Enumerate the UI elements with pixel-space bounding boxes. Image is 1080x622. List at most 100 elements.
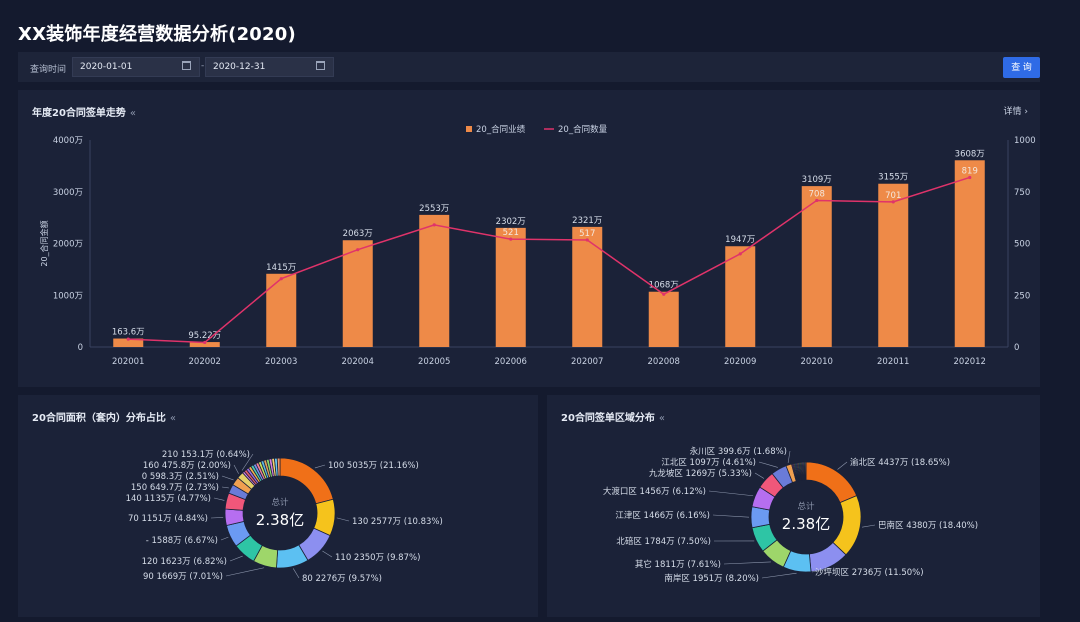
donut-slice-small: [276, 457, 281, 477]
bar-value-label: 2063万: [343, 229, 373, 239]
x-tick-label: 202002: [189, 357, 221, 367]
double-chevron-left-icon[interactable]: «: [169, 413, 177, 424]
donut-leader-line: [712, 514, 750, 518]
count-value-label: 517: [579, 229, 595, 239]
double-chevron-left-icon[interactable]: «: [129, 108, 137, 119]
donut-slice-label: 120 1623万 (6.82%): [142, 557, 227, 567]
bar: [801, 186, 832, 347]
region-panel: 20合同签单区域分布 « 渝北区 4437万 (18.65%) 巴南区 4380万 …: [547, 395, 1040, 617]
donut-leader-line: [225, 567, 265, 577]
bar: [495, 227, 526, 347]
donut-slice-label: - 1588万 (6.67%): [146, 536, 218, 546]
y-left-tick-label: 2000万: [53, 240, 83, 250]
donut-slice-label: 永川区 399.6万 (1.68%): [690, 446, 787, 457]
donut-slice-label: 巴南区 4380万 (18.40%): [878, 520, 978, 531]
bar: [725, 246, 756, 347]
count-point: [815, 198, 819, 203]
bar: [572, 226, 603, 347]
donut-leader-line: [708, 490, 754, 497]
date-range-label: 查询时间: [30, 65, 67, 75]
donut-slice: [279, 457, 334, 505]
donut-leader-line: [322, 550, 333, 558]
donut-leader-line: [723, 561, 771, 565]
donut-slice-label: 其它 1811万 (7.61%): [635, 559, 721, 570]
count-value-label: 701: [885, 191, 901, 201]
y-left-tick-label: 4000万: [53, 136, 83, 146]
x-tick-label: 202011: [877, 357, 909, 367]
bar-value-label: 1415万: [266, 263, 296, 273]
query-button[interactable]: 查 询: [1003, 57, 1040, 78]
count-value-label: 521: [503, 228, 519, 238]
area-panel: 20合同面积（套内）分布占比 « 100 5035万 (21.16%) 130 25…: [18, 395, 538, 617]
detail-link-label: 详情: [1003, 107, 1022, 117]
x-tick-label: 202012: [954, 357, 986, 367]
donut-leader-line: [336, 517, 350, 522]
donut-leader-line: [811, 567, 831, 573]
start-date-input[interactable]: 2020-01-01: [72, 57, 200, 77]
donut-total-value: 2.38亿: [782, 515, 830, 533]
y-left-tick-label: 0: [78, 343, 83, 353]
bar: [419, 214, 450, 347]
trend-chart: 20_合同业绩 20_合同数量 0 1000万 2000万 3000万 4000万 0 250 5…: [39, 124, 1036, 367]
donut-slice-label: 南岸区 1951万 (8.20%): [664, 573, 759, 584]
date-separator: -: [201, 61, 205, 71]
donut-leader-line: [758, 461, 778, 468]
donut-leader-line: [210, 517, 224, 519]
calendar-icon[interactable]: [182, 61, 191, 70]
x-tick-label: 202007: [571, 357, 603, 367]
donut-leader-line: [220, 536, 229, 541]
count-point: [432, 223, 436, 227]
count-point: [968, 175, 972, 180]
bar-value-label: 1068万: [649, 281, 679, 291]
bar-value-label: 95.22万: [188, 331, 221, 341]
area-panel-title: 20合同面积（套内）分布占比: [32, 413, 166, 424]
donut-slice-label: 130 2577万 (10.83%): [352, 517, 443, 527]
donut-leader-line: [754, 472, 765, 479]
donut-total-label: 总计: [271, 497, 289, 508]
trend-panel: 年度20合同签单走势 « 详情 › 20_合同业绩 20_合同数量 0 1000万 200…: [18, 90, 1040, 387]
count-point: [585, 238, 589, 242]
donut-slice-label: 160 475.8万 (2.00%): [143, 461, 231, 471]
donut-total-label: 总计: [797, 501, 815, 512]
y-left-tick-label: 3000万: [53, 188, 83, 198]
page-title: XX装饰年度经营数据分析(2020): [18, 24, 296, 45]
legend-line-label: 20_合同数量: [558, 124, 608, 135]
donut-slice-label: 江津区 1466万 (6.16%): [615, 510, 710, 521]
calendar-icon[interactable]: [316, 61, 325, 70]
legend-bar-swatch: [466, 126, 472, 132]
donut-slice-label: 九龙坡区 1269万 (5.33%): [649, 468, 752, 479]
bar: [113, 338, 144, 347]
bar: [342, 240, 373, 347]
bar-value-label: 2321万: [572, 216, 602, 226]
end-date-input[interactable]: 2020-12-31: [205, 57, 334, 77]
filter-bar: 查询时间 2020-01-01 - 2020-12-31 查 询: [18, 52, 1040, 82]
donut-leader-line: [787, 450, 791, 463]
double-chevron-left-icon[interactable]: «: [658, 413, 666, 424]
legend-bar-label: 20_合同业绩: [476, 124, 526, 135]
donut-leader-line: [221, 475, 234, 481]
donut-slice-label: 150 649.7万 (2.73%): [131, 483, 219, 493]
bar: [954, 160, 985, 347]
count-line: [128, 176, 970, 344]
donut-slice-label: 210 153.1万 (0.64%): [162, 450, 250, 460]
end-date-value: 2020-12-31: [213, 62, 266, 72]
count-point: [126, 337, 130, 341]
donut-leader-line: [761, 572, 797, 579]
detail-link[interactable]: 详情 ›: [1004, 104, 1029, 117]
y-right-tick-label: 750: [1014, 188, 1030, 198]
count-point: [509, 237, 513, 241]
donut-slice-label: 100 5035万 (21.16%): [328, 461, 419, 471]
donut-slice-label: 80 2276万 (9.57%): [302, 574, 382, 584]
x-tick-label: 202005: [418, 357, 450, 367]
donut-leader-line: [229, 555, 243, 562]
count-point: [203, 340, 207, 345]
donut-slice-label: 北碚区 1784万 (7.50%): [616, 536, 711, 547]
bar-value-label: 163.6万: [112, 328, 145, 338]
donut-leader-line: [213, 497, 225, 501]
donut-slice-label: 渝北区 4437万 (18.65%): [850, 457, 950, 468]
donut-leader-line: [292, 568, 300, 579]
count-point: [738, 252, 742, 256]
x-tick-label: 202001: [112, 357, 144, 367]
y-right-tick-label: 0: [1014, 343, 1019, 353]
donut-slice-label: 0 598.3万 (2.51%): [142, 472, 219, 482]
